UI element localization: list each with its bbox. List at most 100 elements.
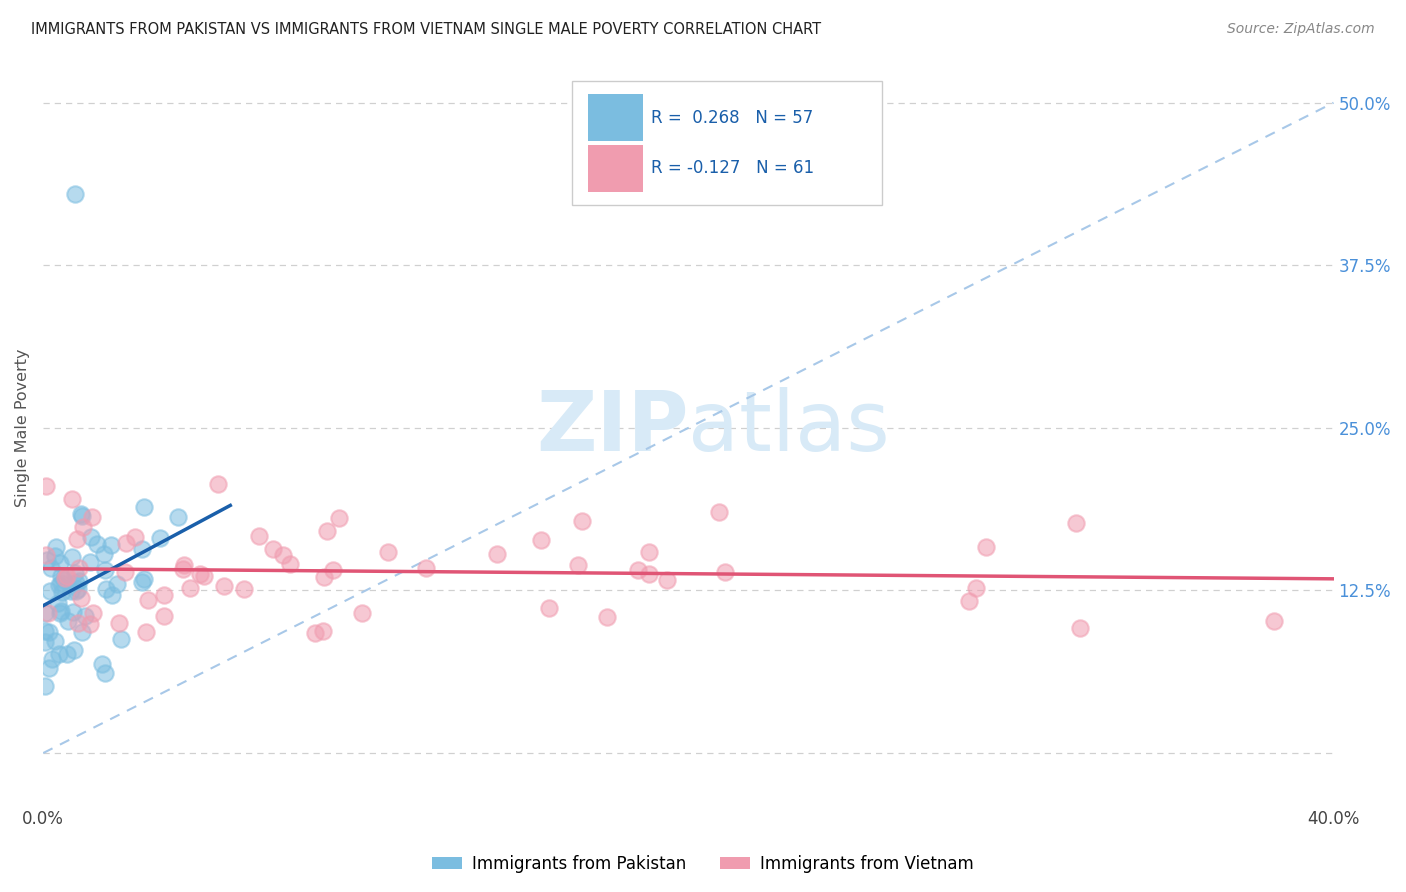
- Point: [46, 596, 69, 610]
- Point: [485, 547, 508, 561]
- Point: [134, 572, 156, 586]
- Point: [172, 562, 194, 576]
- Point: [52, 574, 75, 588]
- Point: [79, 617, 101, 632]
- Point: [212, 579, 235, 593]
- Point: [41, 652, 63, 666]
- Point: [56, 647, 79, 661]
- Point: [67, 582, 90, 597]
- Point: [247, 529, 270, 543]
- Point: [131, 575, 153, 590]
- Point: [62, 606, 84, 620]
- Point: [957, 594, 980, 608]
- Point: [82, 606, 104, 620]
- Point: [262, 542, 284, 557]
- Point: [530, 533, 553, 548]
- Point: [304, 626, 326, 640]
- Point: [149, 531, 172, 545]
- Point: [49, 576, 72, 591]
- Point: [53, 571, 76, 585]
- Point: [596, 610, 619, 624]
- Point: [34, 606, 56, 620]
- Point: [59, 583, 82, 598]
- Point: [131, 542, 153, 557]
- Text: R = -0.127   N = 61: R = -0.127 N = 61: [651, 160, 814, 178]
- Point: [101, 588, 124, 602]
- Point: [567, 558, 589, 572]
- Point: [377, 545, 399, 559]
- Point: [136, 593, 159, 607]
- Point: [49, 556, 72, 570]
- Point: [415, 561, 437, 575]
- Point: [69, 591, 91, 606]
- Point: [56, 569, 79, 583]
- Point: [571, 514, 593, 528]
- Point: [93, 548, 115, 562]
- Point: [108, 616, 131, 631]
- Point: [39, 583, 62, 598]
- Point: [80, 530, 103, 544]
- Point: [34, 624, 56, 639]
- Point: [152, 588, 174, 602]
- Point: [193, 568, 215, 582]
- Point: [34, 679, 56, 693]
- Point: [322, 563, 344, 577]
- Point: [94, 666, 117, 681]
- Point: [173, 558, 195, 573]
- Point: [44, 634, 66, 648]
- Point: [638, 566, 661, 581]
- Point: [312, 624, 335, 639]
- Text: R =  0.268   N = 57: R = 0.268 N = 57: [651, 109, 813, 127]
- Point: [49, 568, 72, 582]
- Point: [124, 530, 146, 544]
- Point: [1263, 614, 1285, 628]
- Point: [48, 578, 70, 592]
- Point: [35, 548, 58, 562]
- Point: [110, 632, 132, 646]
- Point: [48, 648, 70, 662]
- Point: [51, 585, 73, 599]
- Point: [79, 555, 101, 569]
- Point: [233, 582, 256, 596]
- Point: [132, 500, 155, 514]
- Text: atlas: atlas: [689, 387, 890, 468]
- Point: [72, 520, 94, 534]
- Point: [1064, 516, 1087, 531]
- Point: [62, 643, 84, 657]
- Point: [35, 553, 58, 567]
- Point: [34, 634, 56, 648]
- Point: [65, 576, 87, 591]
- Point: [638, 545, 661, 559]
- Point: [91, 657, 114, 672]
- Point: [38, 625, 60, 640]
- Point: [166, 510, 188, 524]
- Point: [271, 548, 294, 562]
- Point: [179, 582, 201, 596]
- Point: [70, 507, 93, 521]
- Point: [86, 537, 108, 551]
- Point: [66, 615, 89, 630]
- Point: [70, 624, 93, 639]
- Legend: Immigrants from Pakistan, Immigrants from Vietnam: Immigrants from Pakistan, Immigrants fro…: [426, 848, 980, 880]
- Point: [39, 561, 62, 575]
- Point: [135, 624, 157, 639]
- Point: [49, 604, 72, 618]
- Y-axis label: Single Male Poverty: Single Male Poverty: [15, 349, 30, 508]
- Point: [707, 505, 730, 519]
- Point: [328, 510, 350, 524]
- Point: [278, 557, 301, 571]
- FancyBboxPatch shape: [588, 145, 643, 192]
- Point: [312, 570, 335, 584]
- Point: [714, 566, 737, 580]
- Point: [75, 608, 97, 623]
- Point: [35, 479, 58, 493]
- Point: [974, 540, 997, 554]
- Point: [56, 614, 79, 628]
- Point: [49, 606, 72, 620]
- Point: [94, 582, 117, 596]
- Point: [45, 540, 67, 554]
- Point: [67, 561, 90, 575]
- Point: [65, 583, 87, 598]
- Point: [316, 524, 339, 538]
- Point: [66, 532, 89, 546]
